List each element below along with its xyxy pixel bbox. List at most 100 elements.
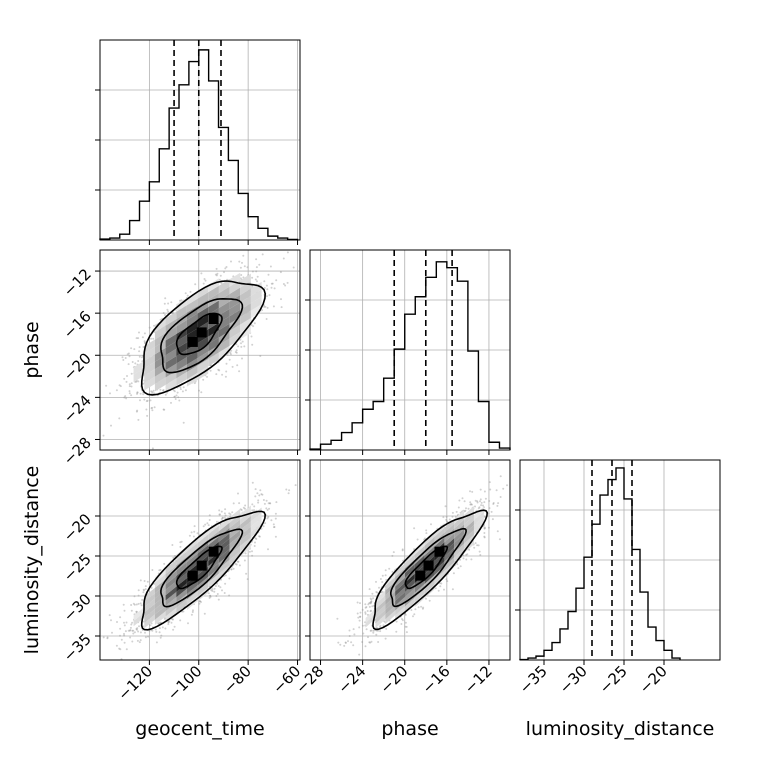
scatter-point <box>265 295 268 298</box>
scatter-point <box>378 586 380 589</box>
y-tick-label: −35 <box>60 630 95 665</box>
scatter-point <box>143 342 146 344</box>
scatter-point <box>110 619 112 622</box>
scatter-point <box>367 603 370 606</box>
scatter-point <box>457 567 460 570</box>
scatter-point <box>280 306 283 309</box>
scatter-point <box>132 629 135 632</box>
density-cell <box>218 316 230 331</box>
scatter-point <box>229 513 232 516</box>
scatter-point <box>220 282 223 285</box>
scatter-point <box>479 500 481 503</box>
scatter-point <box>143 332 146 335</box>
scatter-point <box>145 400 148 403</box>
scatter-point <box>497 502 500 505</box>
scatter-point <box>350 641 353 644</box>
scatter-point <box>91 675 93 677</box>
scatter-point <box>199 600 201 603</box>
scatter-point <box>127 629 130 632</box>
contour-level-1 <box>404 545 449 590</box>
scatter-point <box>216 272 219 275</box>
scatter-point <box>381 574 384 577</box>
density-cell <box>154 611 166 626</box>
scatter-point <box>253 322 256 325</box>
scatter-point <box>215 373 218 376</box>
density-cell <box>250 296 262 311</box>
scatter-point <box>174 398 177 400</box>
scatter-point <box>124 630 127 633</box>
scatter-point <box>202 525 205 528</box>
scatter-point <box>470 558 473 561</box>
scatter-point <box>410 609 413 611</box>
scatter-point <box>391 554 394 557</box>
scatter-point <box>241 261 243 264</box>
scatter-point <box>241 340 244 343</box>
scatter-point <box>221 517 224 519</box>
scatter-point <box>128 392 131 395</box>
scatter-point <box>139 631 142 634</box>
scatter-point <box>115 389 118 392</box>
scatter-point <box>106 636 109 639</box>
scatter-point <box>266 517 269 520</box>
scatter-point <box>348 629 351 632</box>
scatter-point <box>251 509 254 512</box>
scatter-point <box>474 542 477 545</box>
scatter-point <box>344 641 347 644</box>
scatter-point <box>267 273 270 276</box>
scatter-point <box>356 612 359 615</box>
scatter-point <box>150 622 153 625</box>
y-tick-label: −24 <box>60 391 95 426</box>
scatter-point <box>417 606 420 609</box>
scatter-point <box>480 501 483 504</box>
scatter-point <box>244 552 247 555</box>
scatter-point <box>144 588 147 591</box>
density-cell <box>144 346 155 361</box>
scatter-point <box>161 626 164 629</box>
density-cell <box>218 338 230 353</box>
density-cell <box>133 607 145 621</box>
x-tick-label: −20 <box>636 662 671 697</box>
density-cell <box>186 320 198 335</box>
density-cell <box>473 511 484 526</box>
scatter-point <box>187 622 189 625</box>
scatter-point <box>273 287 276 290</box>
y-tick-label: −12 <box>60 265 95 300</box>
scatter-point <box>375 591 378 593</box>
scatter-point <box>189 290 192 293</box>
density-cell <box>375 614 386 629</box>
scatter-point <box>253 505 256 508</box>
scatter-point <box>404 613 407 616</box>
density-cell <box>165 356 177 371</box>
scatter-point <box>198 389 200 392</box>
scatter-point <box>167 310 170 313</box>
scatter-point <box>177 396 180 399</box>
scatter-point <box>413 548 416 551</box>
density-cell <box>133 368 145 383</box>
panels-layer: −35 −30 −25 −20−28−24−20−16−12−120 −100 −80 −6… <box>60 39 721 704</box>
scatter-point <box>257 499 260 502</box>
scatter-point <box>369 629 372 632</box>
scatter-point <box>138 350 141 353</box>
density-peak <box>187 570 198 581</box>
scatter-point <box>128 355 131 358</box>
scatter-point <box>242 506 245 509</box>
scatter-point <box>395 620 398 623</box>
scatter-point <box>135 337 138 340</box>
scatter-point <box>265 284 268 287</box>
scatter-point <box>372 631 375 634</box>
scatter-point <box>262 499 265 501</box>
scatter-point <box>139 579 142 582</box>
scatter-point <box>384 569 387 572</box>
scatter-point <box>370 600 373 603</box>
scatter-point <box>160 634 163 637</box>
scatter-point <box>372 629 375 632</box>
density-cell <box>395 587 405 601</box>
scatter-point <box>124 357 127 359</box>
scatter-point <box>133 631 136 634</box>
density-cell <box>197 571 209 586</box>
scatter-point <box>482 504 484 507</box>
scatter-point <box>138 625 140 628</box>
hist-panel-luminosity-distance: −35 −30 −25 −20 <box>515 459 721 697</box>
scatter-point <box>254 488 257 491</box>
scatter-point <box>136 409 139 412</box>
